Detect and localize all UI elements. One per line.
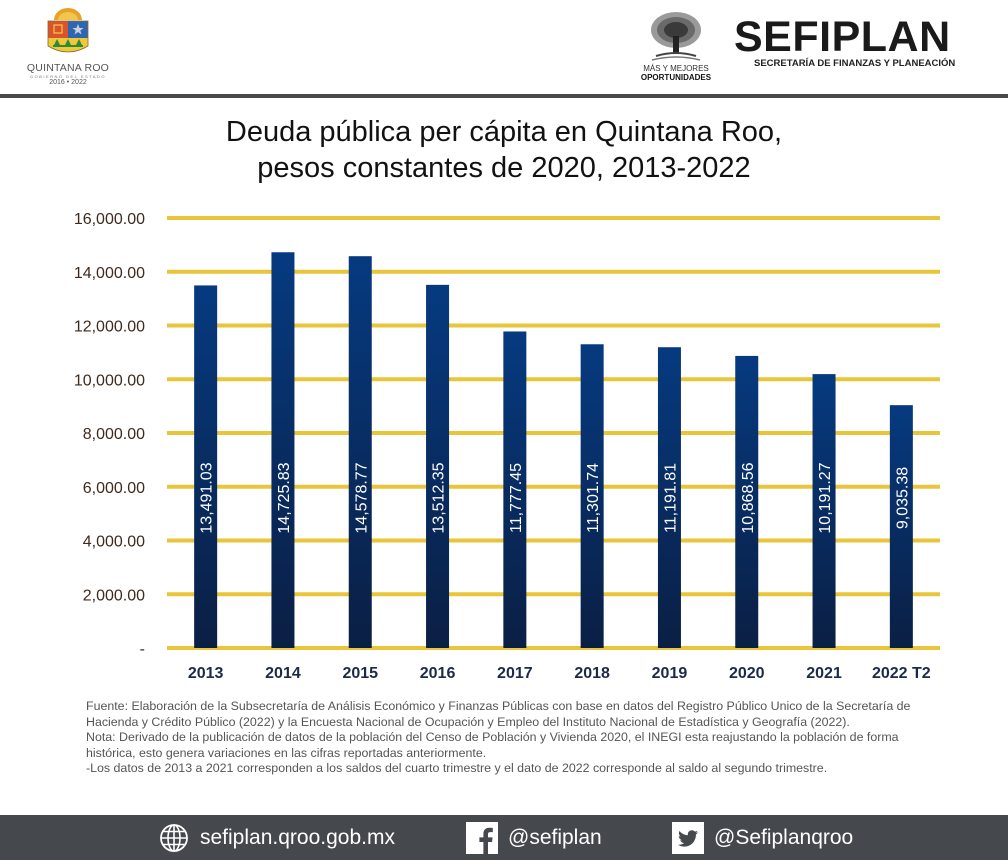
tree-logo bbox=[651, 12, 701, 61]
chart-title: Deuda pública per cápita en Quintana Roo… bbox=[225, 116, 783, 148]
facebook-label: @sefiplan bbox=[508, 825, 602, 849]
data-label: 11,301.74 bbox=[585, 463, 602, 533]
data-label: 11,191.81 bbox=[662, 463, 679, 533]
gridlines bbox=[167, 216, 940, 650]
chart-subtitle: pesos constantes de 2020, 2013-2022 bbox=[257, 152, 751, 184]
x-category-label: 2014 bbox=[265, 665, 301, 682]
data-labels: 13,491.03 14,725.83 14,578.77 13,512.35 11,7… bbox=[199, 462, 912, 533]
x-category-label: 2019 bbox=[652, 665, 688, 682]
bar-2015 bbox=[348, 256, 372, 648]
y-tick-label: 2,000.00 bbox=[83, 587, 145, 604]
website-link[interactable]: sefiplan.qroo.gob.mx bbox=[158, 815, 395, 860]
x-category-label: 2022 T2 bbox=[872, 665, 931, 682]
quintana-roo-logo-name: QUINTANA ROO bbox=[26, 62, 110, 74]
facebook-icon bbox=[466, 821, 498, 854]
bar-2017 bbox=[503, 331, 527, 648]
x-category-label: 2020 bbox=[729, 665, 765, 682]
sefiplan-brand-name: SEFIPLAN bbox=[734, 13, 951, 61]
chart-title-block: Deuda pública per cápita en Quintana Roo… bbox=[0, 114, 1008, 186]
period-note: -Los datos de 2013 a 2021 corresponden a… bbox=[86, 761, 828, 775]
methodology-note: Nota: Derivado de la publicación de dato… bbox=[86, 730, 899, 760]
globe-icon bbox=[158, 822, 190, 854]
source-notes: Fuente: Elaboración de la Subsecretaría … bbox=[86, 699, 936, 777]
twitter-link[interactable]: @Sefiplanqroo bbox=[672, 815, 853, 860]
x-category-label: 2013 bbox=[188, 665, 224, 682]
x-axis-category-labels: 2013 2014 2015 2016 2017 2018 2019 2020 2021 2022… bbox=[188, 665, 931, 682]
quintana-roo-logo-years: 2016 • 2022 bbox=[49, 79, 87, 86]
data-label: 10,191.27 bbox=[817, 462, 834, 533]
source-note: Fuente: Elaboración de la Subsecretaría … bbox=[86, 699, 911, 729]
x-category-label: 2021 bbox=[806, 665, 842, 682]
y-tick-label: 12,000.00 bbox=[74, 319, 145, 336]
y-tick-label: 8,000.00 bbox=[83, 426, 145, 443]
header: QUINTANA ROO GOBIERNO DEL ESTADO 2016 • … bbox=[0, 0, 1008, 94]
twitter-icon bbox=[672, 821, 704, 854]
data-label: 11,777.45 bbox=[508, 463, 525, 533]
bar-2014 bbox=[271, 252, 295, 648]
footer: sefiplan.qroo.gob.mx @sefiplan @Sefiplan… bbox=[0, 815, 1008, 860]
bar-2021 bbox=[812, 374, 836, 648]
data-label: 13,491.03 bbox=[199, 462, 216, 533]
bar-2022-t2 bbox=[889, 405, 913, 648]
y-axis-tick-labels: - 2,000.00 4,000.00 6,000.00 8,000.00 10,000.… bbox=[74, 211, 145, 658]
facebook-link[interactable]: @sefiplan bbox=[466, 815, 602, 860]
data-label: 14,578.77 bbox=[353, 462, 370, 533]
bar-2013 bbox=[194, 285, 218, 648]
bar-2019 bbox=[657, 347, 681, 648]
data-label: 14,725.83 bbox=[276, 462, 293, 533]
tree-logo-line1: MÁS Y MEJORES bbox=[643, 64, 709, 73]
sefiplan-brand-subtitle: SECRETARÍA DE FINANZAS Y PLANEACIÓN bbox=[754, 58, 956, 69]
bars bbox=[194, 252, 913, 648]
data-label: 10,868.56 bbox=[740, 462, 757, 533]
y-tick-label: 4,000.00 bbox=[83, 534, 145, 551]
website-label: sefiplan.qroo.gob.mx bbox=[200, 825, 395, 849]
y-tick-label: 16,000.00 bbox=[74, 211, 145, 228]
header-divider bbox=[0, 94, 1008, 98]
bar-2016 bbox=[426, 284, 450, 648]
quintana-roo-coat-of-arms-logo bbox=[47, 8, 89, 53]
x-category-label: 2018 bbox=[574, 665, 610, 682]
data-label: 9,035.38 bbox=[894, 467, 911, 529]
x-category-label: 2016 bbox=[420, 665, 456, 682]
y-tick-label: 14,000.00 bbox=[74, 265, 145, 282]
bar-2018 bbox=[580, 344, 604, 648]
tree-logo-line2: OPORTUNIDADES bbox=[640, 73, 712, 82]
y-tick-label: - bbox=[140, 641, 145, 658]
x-category-label: 2017 bbox=[497, 665, 533, 682]
bar-chart: - 2,000.00 4,000.00 6,000.00 8,000.00 10,000.… bbox=[74, 211, 940, 682]
data-label: 13,512.35 bbox=[431, 462, 448, 533]
twitter-label: @Sefiplanqroo bbox=[714, 825, 854, 849]
quintana-roo-logo-subtitle: GOBIERNO DEL ESTADO bbox=[29, 74, 107, 79]
y-tick-label: 6,000.00 bbox=[83, 480, 145, 497]
y-tick-label: 10,000.00 bbox=[74, 372, 145, 389]
bar-2020 bbox=[735, 355, 759, 648]
x-category-label: 2015 bbox=[342, 665, 378, 682]
